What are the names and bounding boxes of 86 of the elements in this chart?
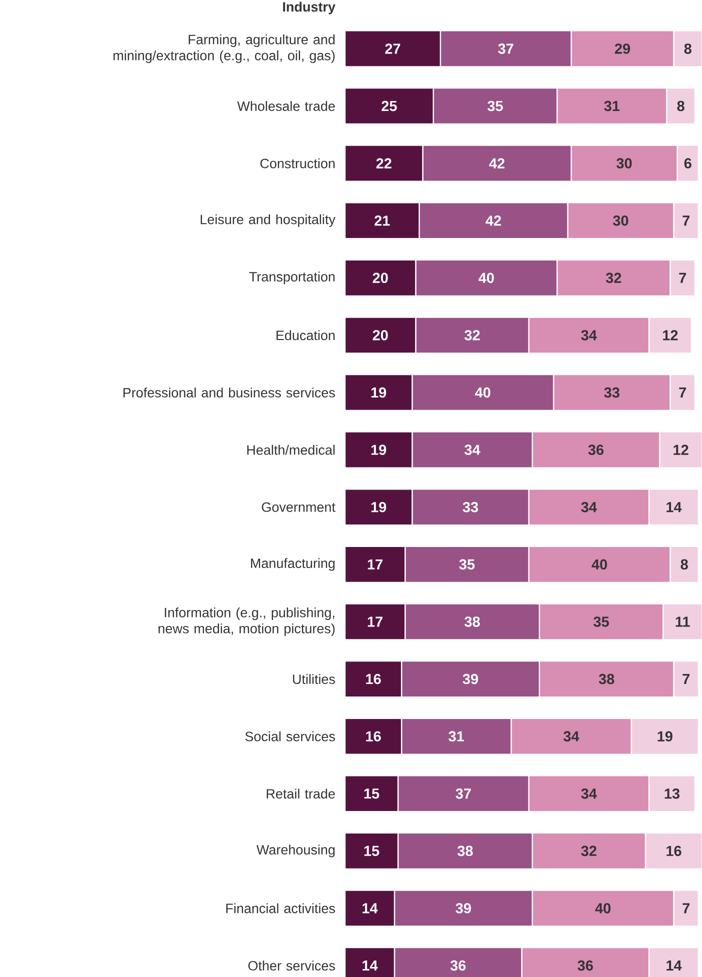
y-tick-label: Financial activities: [226, 903, 335, 914]
data-label: 14: [666, 960, 682, 971]
data-label: 14: [666, 502, 682, 512]
data-label: 35: [487, 100, 503, 112]
data-label: 8: [684, 44, 692, 54]
data-label: 14: [362, 903, 378, 914]
data-label: 20: [372, 330, 388, 340]
data-label: 31: [448, 731, 464, 742]
data-label: 42: [489, 158, 504, 168]
data-label: 31: [604, 100, 620, 112]
y-tick-label: Warehousing: [256, 844, 335, 858]
data-label: 32: [606, 272, 622, 284]
data-label: 36: [450, 960, 466, 971]
data-label: 34: [464, 444, 480, 455]
data-label: 38: [457, 846, 473, 856]
data-label: 7: [679, 388, 686, 398]
data-label: 14: [362, 960, 378, 971]
y-tick-label: Retail trade: [266, 788, 335, 799]
data-label: 34: [581, 502, 597, 512]
data-label: 30: [616, 158, 632, 168]
data-label: 15: [364, 788, 380, 799]
y-tick-label: Utilities: [293, 674, 335, 684]
data-label: 40: [595, 903, 611, 914]
y-tick-label: Education: [276, 330, 335, 340]
y-tick-label: Leisure and hospitality: [200, 214, 336, 227]
data-label: 12: [663, 330, 678, 340]
data-label: 38: [598, 674, 614, 684]
y-tick-label: Health/medical: [247, 444, 335, 455]
data-label: 33: [462, 502, 478, 512]
data-label: 15: [364, 846, 380, 856]
data-label: 21: [374, 216, 390, 226]
data-label: 8: [680, 559, 688, 570]
data-label: 19: [371, 502, 386, 512]
data-label: 37: [456, 788, 471, 799]
data-label: 7: [679, 272, 686, 283]
data-label: 22: [376, 158, 392, 168]
data-label: 39: [456, 903, 471, 914]
y-tick-label: Social services: [245, 731, 335, 742]
y-tick-label: Government: [262, 502, 336, 512]
data-label: 12: [674, 444, 688, 455]
data-label: 16: [666, 846, 682, 856]
y-tick-label: Transportation: [249, 272, 335, 284]
data-label: 32: [464, 330, 480, 340]
data-label: 40: [478, 272, 494, 284]
data-label: 37: [498, 44, 514, 54]
data-label: 17: [368, 616, 382, 627]
data-label: 11: [676, 616, 690, 627]
data-label: 36: [578, 960, 593, 971]
data-label: 7: [682, 674, 690, 684]
data-label: 19: [371, 387, 386, 398]
data-label: 39: [462, 674, 478, 684]
data-label: 40: [475, 387, 490, 398]
data-label: 42: [486, 216, 501, 226]
data-label: 16: [366, 674, 381, 684]
data-label: 40: [592, 559, 607, 570]
y-tick-label: Information (e.g., publishing, news media, motion pictures): [158, 607, 335, 636]
data-label: 8: [677, 100, 684, 112]
data-label: 16: [366, 731, 381, 742]
data-label: 25: [382, 100, 397, 112]
data-label: 35: [459, 559, 475, 570]
y-tick-label: Farming, agriculture and mining/extraction (e.g., coal, oil, gas): [114, 34, 335, 63]
data-label: 34: [581, 330, 597, 340]
data-label: 20: [372, 272, 388, 284]
data-label: 36: [588, 444, 604, 455]
y-tick-label: Other services: [248, 960, 335, 970]
data-label: 13: [664, 788, 680, 799]
y-axis-title: Industry: [283, 2, 336, 14]
y-tick-label: Wholesale trade: [237, 101, 335, 111]
data-label: 33: [604, 387, 620, 398]
data-label: 19: [658, 731, 672, 742]
data-label: 34: [581, 788, 597, 799]
data-label: 29: [614, 44, 630, 54]
data-label: 17: [368, 559, 382, 570]
data-label: 7: [682, 216, 690, 226]
data-label: 30: [612, 215, 628, 226]
data-label: 27: [385, 44, 400, 54]
data-label: 32: [581, 846, 596, 856]
data-label: 38: [464, 616, 480, 627]
data-label: 7: [682, 903, 690, 914]
data-label: 35: [594, 616, 609, 627]
data-label: 19: [371, 444, 386, 455]
data-label: 6: [684, 158, 692, 168]
data-label: 34: [563, 731, 580, 742]
y-tick-label: Professional and business services: [123, 388, 335, 398]
y-tick-label: Manufacturing: [251, 558, 335, 571]
y-tick-label: Construction: [260, 158, 335, 168]
